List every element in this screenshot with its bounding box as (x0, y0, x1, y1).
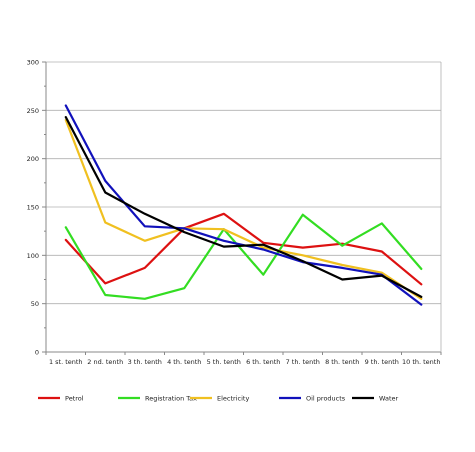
legend-label: Electricity (217, 395, 249, 403)
series-line (64, 115, 423, 298)
x-tick-label: 4 th. tenth (167, 358, 201, 366)
gridlines (46, 61, 441, 305)
y-tick-label: 0 (35, 349, 39, 357)
series-line (64, 104, 423, 306)
x-tick-label: 8 th. tenth (325, 358, 359, 366)
legend-label: Oil products (306, 395, 346, 403)
series-line (64, 213, 423, 300)
legend: Petrol Registration Tax Electricity Oil pro… (38, 395, 399, 403)
y-tick-label: 300 (27, 59, 39, 67)
series-line (64, 212, 423, 286)
legend-label: Water (379, 395, 399, 403)
y-tick-label: 200 (27, 155, 39, 163)
legend-label: Registration Tax (145, 395, 197, 403)
legend-label: Petrol (65, 395, 84, 403)
x-tick-label: 10 th. tenth (402, 358, 440, 366)
x-tick-label: 3 th. tenth (128, 358, 162, 366)
x-tick-label: 9 th. tenth (365, 358, 399, 366)
series-lines (64, 104, 423, 306)
axes (42, 61, 442, 355)
tick-labels: 0 50 100 150 200 250 300 1 st. tenth 2 nd. tenth… (27, 59, 441, 367)
x-tick-label: 6 th. tenth (246, 358, 280, 366)
x-tick-label: 2 nd. tenth (87, 358, 123, 366)
series-line (64, 118, 423, 300)
y-tick-label: 250 (27, 107, 39, 115)
x-tick-label: 5 th. tenth (207, 358, 241, 366)
y-tick-label: 50 (31, 300, 39, 308)
x-tick-label: 7 th. tenth (286, 358, 320, 366)
y-tick-label: 150 (27, 204, 39, 212)
y-tick-label: 100 (27, 252, 39, 260)
x-tick-label: 1 st. tenth (49, 358, 83, 366)
